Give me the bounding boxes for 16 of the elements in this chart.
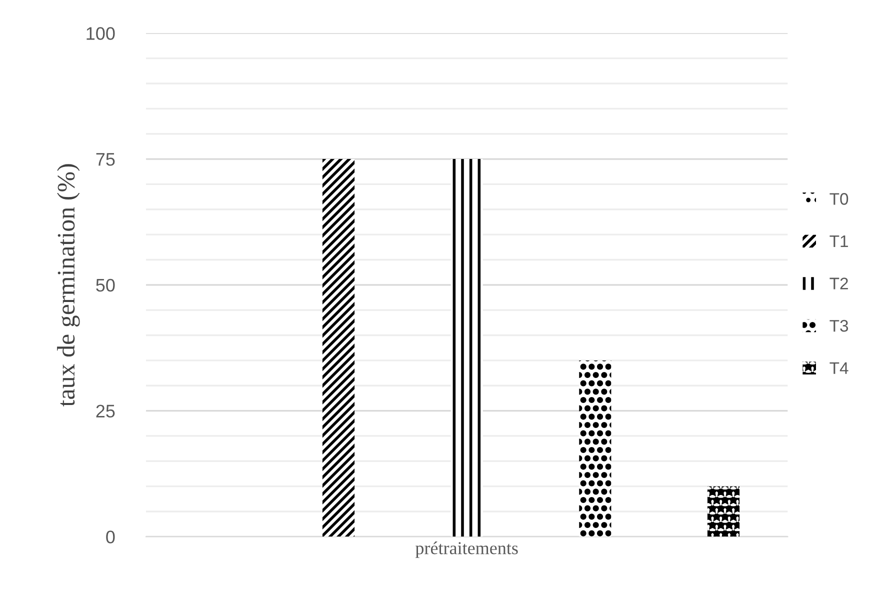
y-tick-label: 100 [86, 27, 115, 40]
bar [579, 360, 612, 537]
x-tick-label: prétraitements [415, 542, 518, 558]
bar [450, 159, 483, 537]
legend-label: T3 [830, 320, 848, 332]
y-tick-label: 25 [96, 404, 115, 418]
legend-label: T2 [830, 278, 848, 290]
y-tick-label: 0 [106, 530, 115, 544]
legend-label: T4 [830, 362, 848, 374]
y-axis-title: taux de germination (%) [57, 164, 80, 407]
y-tick-label: 75 [96, 153, 115, 166]
bar [322, 159, 355, 537]
y-tick-label: 50 [96, 278, 115, 292]
legend-label: T0 [830, 193, 848, 205]
bar [707, 486, 740, 537]
legend-label: T1 [830, 236, 848, 247]
